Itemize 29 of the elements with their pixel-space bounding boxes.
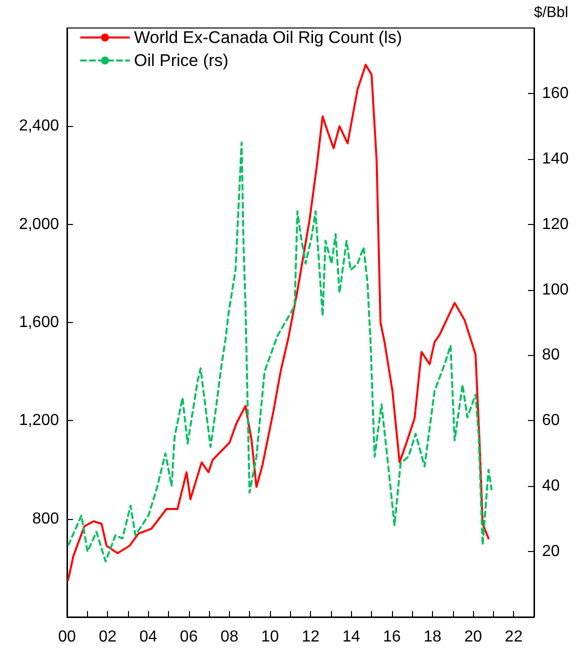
x-tick-label: 16 xyxy=(382,628,401,646)
x-tick-label: 18 xyxy=(424,628,442,646)
y2-tick-label: 140 xyxy=(542,150,569,168)
x-tick-label: 22 xyxy=(504,628,523,646)
y-tick-label: 800 xyxy=(32,510,60,528)
x-tick-label: 12 xyxy=(302,628,320,646)
x-tick-label: 14 xyxy=(342,628,360,646)
y-tick-label: 1,200 xyxy=(18,412,60,430)
x-tick-label: 10 xyxy=(261,628,280,646)
y-tick-label: 2,000 xyxy=(18,216,60,233)
y-tick-label: 2,400 xyxy=(18,118,60,135)
x-tick-label: 08 xyxy=(220,628,238,646)
y2-tick-label: 100 xyxy=(542,281,569,298)
x-tick-label: 04 xyxy=(139,628,158,646)
line-series xyxy=(67,142,493,562)
y2-tick-label: 120 xyxy=(542,216,569,233)
y2-tick-label: 60 xyxy=(542,412,560,430)
y2-tick-label: 80 xyxy=(542,346,560,364)
legend-label: World Ex-Canada Oil Rig Count (ls) xyxy=(134,28,402,47)
x-tick-label: 20 xyxy=(464,628,482,646)
y2-tick-label: 160 xyxy=(542,84,569,102)
x-tick-label: 02 xyxy=(98,628,117,646)
y-tick-label: 1,600 xyxy=(18,314,60,331)
y2-tick-label: 40 xyxy=(542,478,560,495)
y2-tick-label: 20 xyxy=(542,543,560,560)
x-tick-label: 00 xyxy=(58,628,76,646)
x-tick-label: 06 xyxy=(180,628,198,646)
legend-label: Oil Price (rs) xyxy=(134,51,228,70)
y2-axis-title: $/Bbl xyxy=(534,4,568,21)
